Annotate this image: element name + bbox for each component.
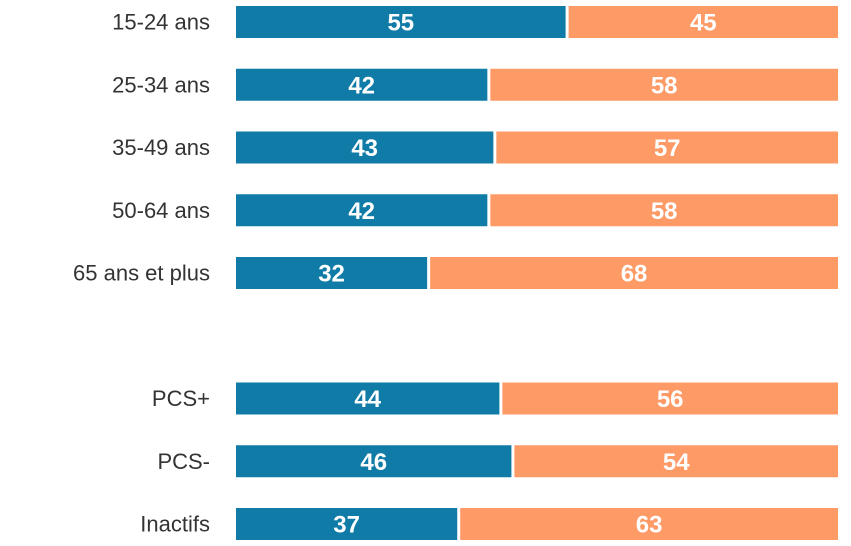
value-label: 63 (636, 512, 663, 539)
bar-segment (236, 257, 428, 289)
bar-segment (236, 68, 488, 101)
value-label: 43 (351, 135, 378, 162)
value-label: 46 (360, 449, 387, 476)
bar-segment (490, 194, 838, 227)
bar-segment (502, 382, 838, 415)
category-label: 35-49 ans (112, 135, 210, 160)
value-label: 32 (318, 261, 345, 288)
value-label: 55 (387, 10, 414, 37)
bar-segment (514, 445, 838, 478)
value-label: 68 (621, 261, 648, 288)
value-label: 58 (651, 198, 678, 225)
value-label: 44 (354, 386, 381, 413)
bar-segment (236, 445, 512, 478)
bar-segment (460, 508, 838, 540)
bar-segment (236, 194, 488, 227)
bar-segment (236, 6, 566, 38)
category-label: PCS+ (152, 386, 210, 411)
value-label: 45 (690, 10, 717, 37)
category-label: PCS- (157, 449, 210, 474)
bar-segment (236, 508, 458, 540)
bar-segment (236, 131, 494, 164)
category-label: 15-24 ans (112, 10, 210, 35)
value-label: 56 (657, 386, 684, 413)
category-label: Inactifs (140, 512, 210, 537)
category-label: 65 ans et plus (73, 261, 210, 286)
value-label: 42 (348, 198, 375, 225)
bar-segment (496, 131, 838, 164)
value-label: 58 (651, 72, 678, 99)
value-label: 42 (348, 72, 375, 99)
bar-segment (236, 382, 500, 415)
value-label: 57 (654, 135, 681, 162)
category-label: 25-34 ans (112, 72, 210, 97)
bar-segment (490, 68, 838, 101)
bar-segment (430, 257, 838, 289)
value-label: 54 (663, 449, 690, 476)
category-label: 50-64 ans (112, 198, 210, 223)
bar-segment (568, 6, 838, 38)
value-label: 37 (333, 512, 360, 539)
